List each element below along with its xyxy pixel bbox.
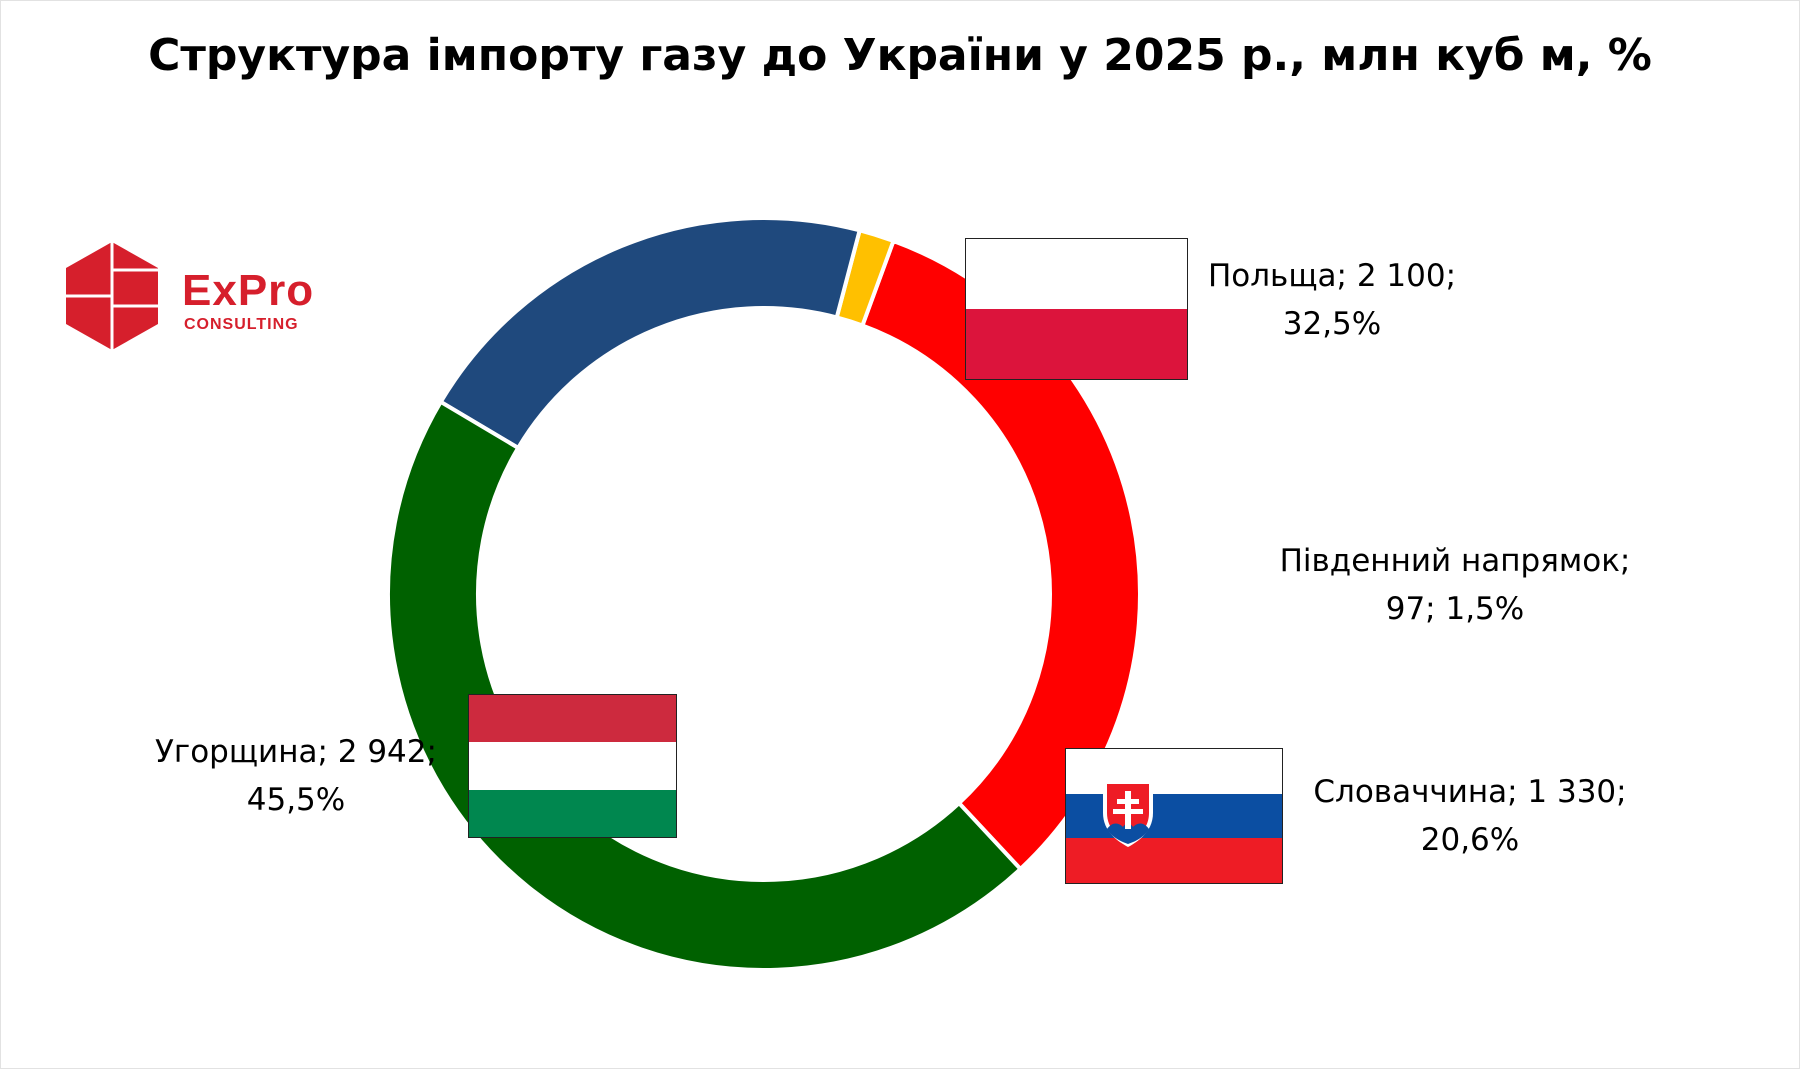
label-poland: Польща; 2 100; 32,5%: [1200, 252, 1464, 348]
label-poland-line1: Польща; 2 100;: [1207, 258, 1457, 294]
label-hungary: Угорщина; 2 942; 45,5%: [128, 728, 464, 824]
label-hungary-line2: 45,5%: [246, 782, 346, 818]
donut-slice-1: [859, 238, 1142, 872]
label-south-line2: 97; 1,5%: [1385, 591, 1525, 627]
poland-flag: [965, 238, 1188, 380]
label-slovakia-line1: Словаччина; 1 330;: [1313, 774, 1627, 810]
label-south-direction: Південний напрямок; 97; 1,5%: [1270, 537, 1640, 633]
donut-slice-3: [438, 216, 863, 451]
label-south-line1: Південний напрямок;: [1279, 543, 1631, 579]
expro-logo: ExPro CONSULTING: [62, 240, 382, 360]
logo-name: ExPro: [182, 266, 315, 315]
label-poland-line2: 32,5%: [1282, 306, 1382, 342]
slovakia-flag: [1065, 748, 1283, 884]
label-slovakia-line2: 20,6%: [1420, 822, 1520, 858]
slovakia-coat-of-arms-icon: [1103, 781, 1153, 847]
hungary-flag: [468, 694, 677, 838]
donut-slice-4: [386, 399, 1024, 972]
label-slovakia: Словаччина; 1 330; 20,6%: [1300, 768, 1640, 864]
logo-hexagon-icon: [66, 242, 158, 350]
logo-subtitle: CONSULTING: [184, 316, 299, 333]
label-hungary-line1: Угорщина; 2 942;: [155, 734, 437, 770]
chart-title: Структура імпорту газу до України у 2025…: [148, 30, 1652, 81]
